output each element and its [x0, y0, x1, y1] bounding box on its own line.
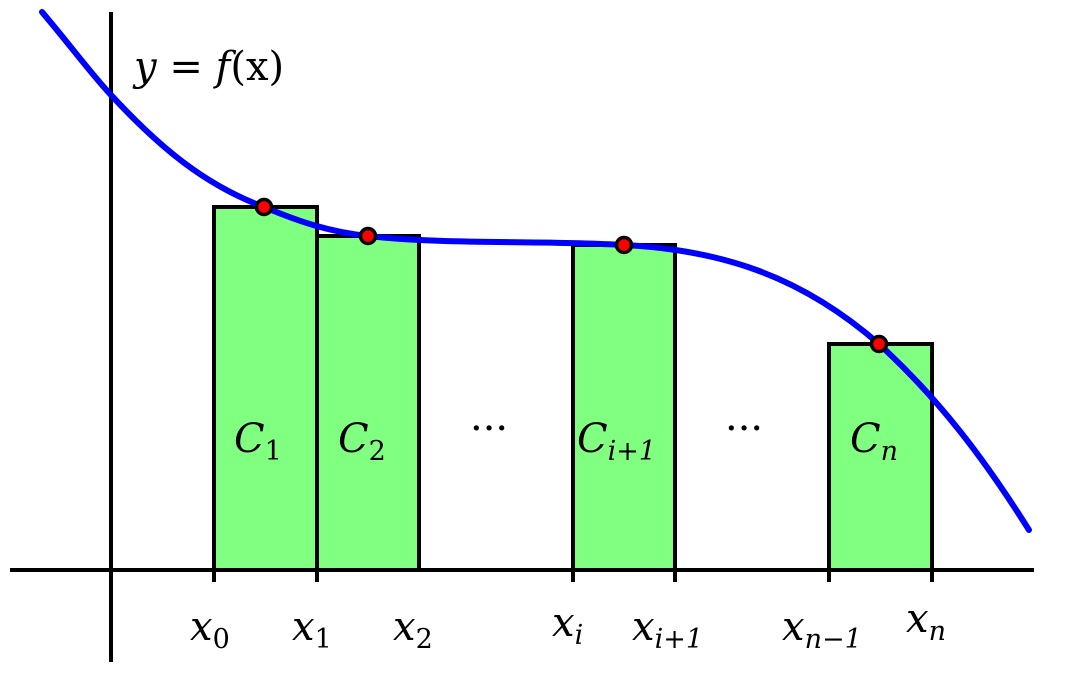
x-label-n-sub: n: [929, 616, 946, 647]
label-c1: C1: [234, 416, 282, 467]
label-c2: C2: [338, 416, 386, 467]
function-label-arg: (x): [230, 44, 284, 90]
label-ci1-letter: C: [577, 416, 608, 462]
ellipsis-2: ···: [725, 406, 763, 452]
x-label-i1-base: x: [632, 604, 655, 650]
sample-points: [254, 197, 889, 354]
label-c1-sub: 1: [265, 436, 282, 467]
x-label-i-base: x: [552, 600, 575, 646]
x-label-2-base: x: [393, 604, 416, 650]
ellipsis-1: ···: [470, 406, 508, 452]
label-cn: Cn: [850, 416, 898, 467]
x-label-n1-sub: n−1: [805, 624, 862, 655]
x-label-i1-sub: i+1: [655, 624, 703, 655]
label-c2-letter: C: [338, 416, 369, 462]
label-cn-sub: n: [881, 436, 898, 467]
x-label-1-base: x: [292, 604, 315, 650]
function-label: y = f(x): [132, 44, 284, 90]
label-c2-sub: 2: [369, 436, 386, 467]
label-c1-letter: C: [234, 416, 265, 462]
label-ci1-sub: i+1: [608, 436, 656, 467]
x-label-i1: xi+1: [632, 604, 703, 655]
sample-point-c1: [254, 197, 274, 217]
x-label-i-sub: i: [575, 620, 584, 651]
rect-c1: [212, 205, 319, 572]
x-label-n-base: x: [906, 596, 929, 642]
x-label-2: x2: [393, 604, 433, 655]
x-label-n1-base: x: [782, 604, 805, 650]
x-label-2-sub: 2: [416, 624, 433, 655]
rect-c2: [315, 234, 421, 572]
x-label-1: x1: [292, 604, 332, 655]
function-curve: [39, 9, 1032, 533]
function-label-prefix: y =: [132, 44, 216, 90]
sample-point-c2: [358, 226, 378, 246]
x-label-0-sub: 0: [213, 624, 230, 655]
label-ci1: Ci+1: [577, 416, 656, 467]
label-cn-letter: C: [850, 416, 881, 462]
x-label-i: xi: [552, 600, 583, 651]
x-label-0: x0: [190, 604, 230, 655]
x-ticks: [212, 570, 934, 582]
rectangles: [212, 205, 934, 572]
x-label-0-base: x: [190, 604, 213, 650]
sample-point-ci1: [614, 235, 634, 255]
rect-ci1: [571, 243, 677, 572]
x-label-n: xn: [906, 596, 946, 647]
sample-point-cn: [869, 334, 889, 354]
x-label-n1: xn−1: [782, 604, 862, 655]
x-label-1-sub: 1: [315, 624, 332, 655]
